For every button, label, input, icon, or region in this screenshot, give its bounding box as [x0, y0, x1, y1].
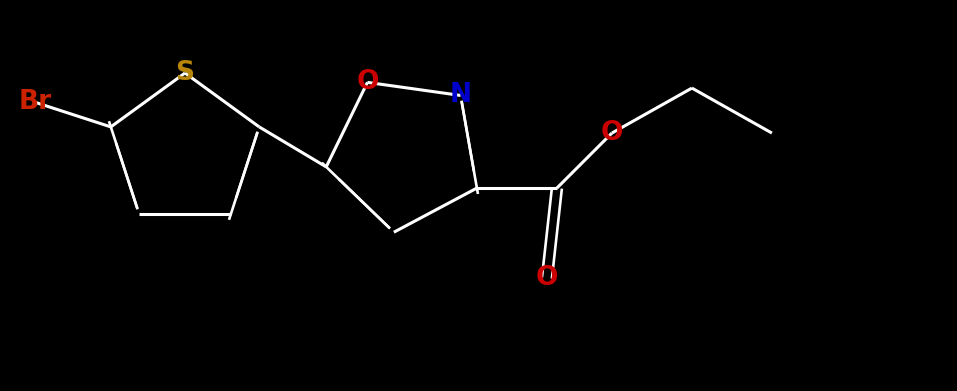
- Text: O: O: [356, 69, 379, 95]
- Text: S: S: [175, 60, 194, 86]
- Text: O: O: [536, 265, 558, 291]
- Text: O: O: [601, 120, 623, 146]
- Text: Br: Br: [18, 89, 52, 115]
- Text: N: N: [450, 83, 472, 108]
